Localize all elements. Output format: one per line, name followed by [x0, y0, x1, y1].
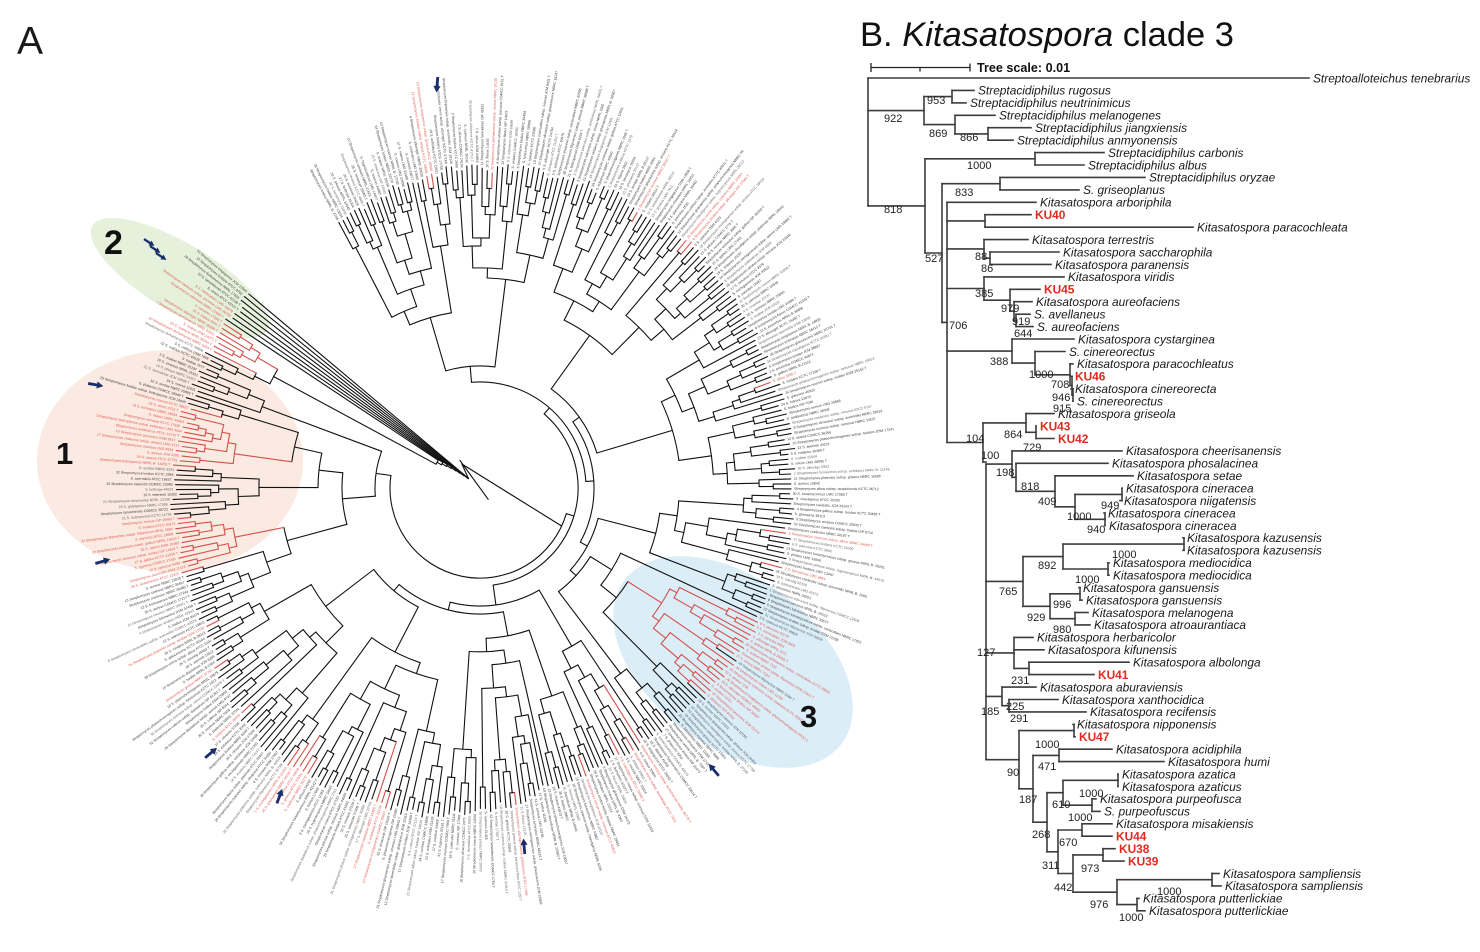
svg-text:922: 922 [884, 113, 902, 125]
svg-text:1000: 1000 [1067, 511, 1091, 523]
svg-text:1: 1 [56, 436, 73, 471]
svg-text:A: A [17, 20, 43, 63]
svg-text:88: 88 [975, 251, 987, 263]
svg-text:Kitasatospora viridis: Kitasatospora viridis [1068, 270, 1174, 284]
svg-text:996: 996 [1053, 599, 1071, 611]
svg-text:7 S. albus JCM 34855: 7 S. albus JCM 34855 [475, 128, 479, 163]
svg-text:B. Kitasatospora clade 3: B. Kitasatospora clade 3 [860, 16, 1234, 54]
svg-text:15 S. ederensi 15302: 15 S. ederensi 15302 [143, 492, 177, 497]
svg-text:KU39: KU39 [1128, 854, 1159, 868]
svg-text:104: 104 [966, 433, 984, 445]
svg-text:953: 953 [927, 95, 945, 107]
svg-text:1000: 1000 [1079, 788, 1103, 800]
svg-text:442: 442 [1054, 882, 1072, 894]
svg-text:892: 892 [1038, 560, 1056, 572]
svg-text:2: 2 [104, 224, 123, 262]
svg-text:915: 915 [1053, 403, 1071, 415]
svg-text:980: 980 [1053, 624, 1071, 636]
svg-text:833: 833 [955, 187, 973, 199]
svg-text:311: 311 [1042, 860, 1060, 872]
svg-text:1000: 1000 [1075, 574, 1099, 586]
svg-text:S. bottrope 44637: S. bottrope 44637 [145, 488, 173, 492]
svg-text:1000: 1000 [1029, 369, 1053, 381]
svg-text:Kitasatospora albolonga: Kitasatospora albolonga [1133, 656, 1261, 670]
svg-text:1000: 1000 [1035, 739, 1059, 751]
svg-text:1000: 1000 [1157, 886, 1181, 898]
svg-text:610: 610 [1052, 799, 1070, 811]
svg-text:225: 225 [1006, 701, 1024, 713]
svg-text:818: 818 [884, 204, 902, 216]
svg-text:100: 100 [981, 450, 999, 462]
svg-text:127: 127 [977, 647, 995, 659]
svg-text:268: 268 [1032, 829, 1050, 841]
svg-text:Streptoalloteichus tenebrarius: Streptoalloteichus tenebrarius [1313, 71, 1470, 85]
svg-text:10 S. flavus 14530: 10 S. flavus 14530 [485, 138, 490, 167]
svg-text:929: 929 [1027, 612, 1045, 624]
svg-text:409: 409 [1038, 496, 1056, 508]
svg-text:979: 979 [1001, 303, 1019, 315]
svg-text:35 Streptomyces pilosus NBRC 2: 35 Streptomyces pilosus NBRC 29575 [478, 811, 482, 871]
svg-text:385: 385 [975, 288, 993, 300]
svg-text:Streptacidiphilus oryzae: Streptacidiphilus oryzae [1149, 171, 1276, 185]
svg-text:765: 765 [999, 586, 1017, 598]
svg-text:818: 818 [1021, 481, 1039, 493]
svg-text:919: 919 [1012, 316, 1030, 328]
svg-text:869: 869 [929, 128, 947, 140]
svg-text:1000: 1000 [967, 160, 991, 172]
svg-text:866: 866 [960, 132, 978, 144]
svg-text:S. aureus 19840: S. aureus 19840 [794, 481, 820, 485]
svg-text:644: 644 [1014, 328, 1032, 340]
svg-text:Kitasatospora putterlickiae: Kitasatospora putterlickiae [1149, 904, 1289, 918]
svg-text:291: 291 [1010, 713, 1028, 725]
svg-text:KU40: KU40 [1035, 208, 1066, 222]
svg-text:729: 729 [1023, 442, 1041, 454]
svg-text:388: 388 [990, 356, 1008, 368]
svg-text:670: 670 [1059, 837, 1077, 849]
svg-text:973: 973 [1081, 863, 1099, 875]
svg-text:471: 471 [1038, 761, 1056, 773]
svg-text:S. cyaneus 21426: S. cyaneus 21426 [484, 811, 488, 839]
svg-text:11 Streptomyces lavendulae ISP: 11 Streptomyces lavendulae ISP 42611 [480, 104, 484, 166]
svg-text:940: 940 [1087, 524, 1105, 536]
svg-text:Streptomyces albus subsp. tana: Streptomyces albus subsp. tanashiensis K… [794, 487, 879, 491]
svg-text:864: 864 [1004, 429, 1022, 441]
svg-text:187: 187 [1019, 794, 1037, 806]
svg-text:231: 231 [1011, 675, 1029, 687]
svg-text:949: 949 [1101, 500, 1119, 512]
svg-text:86: 86 [981, 263, 993, 275]
svg-text:KU47: KU47 [1079, 730, 1110, 744]
svg-text:708: 708 [1051, 379, 1069, 391]
svg-text:15 Streptomyces caelestis CGMC: 15 Streptomyces caelestis CGMCC 22080 [106, 482, 173, 487]
svg-text:90: 90 [1007, 767, 1019, 779]
svg-text:KU42: KU42 [1058, 432, 1089, 446]
svg-text:3: 3 [800, 699, 817, 734]
svg-text:Tree scale: 0.01: Tree scale: 0.01 [977, 61, 1070, 75]
svg-text:Kitasatospora griseola: Kitasatospora griseola [1058, 407, 1176, 421]
svg-text:Kitasatospora paracochleata: Kitasatospora paracochleata [1197, 221, 1348, 235]
svg-text:527: 527 [925, 253, 943, 265]
svg-text:1000: 1000 [1119, 912, 1143, 924]
svg-text:976: 976 [1090, 899, 1108, 911]
svg-text:1000: 1000 [1112, 549, 1136, 561]
svg-text:198: 198 [996, 467, 1014, 479]
svg-text:185: 185 [981, 706, 999, 718]
svg-text:16 Streptomyces roseus NBRC 12: 16 Streptomyces roseus NBRC 12068 [472, 814, 477, 874]
svg-text:706: 706 [949, 320, 967, 332]
svg-text:1000: 1000 [1068, 812, 1092, 824]
